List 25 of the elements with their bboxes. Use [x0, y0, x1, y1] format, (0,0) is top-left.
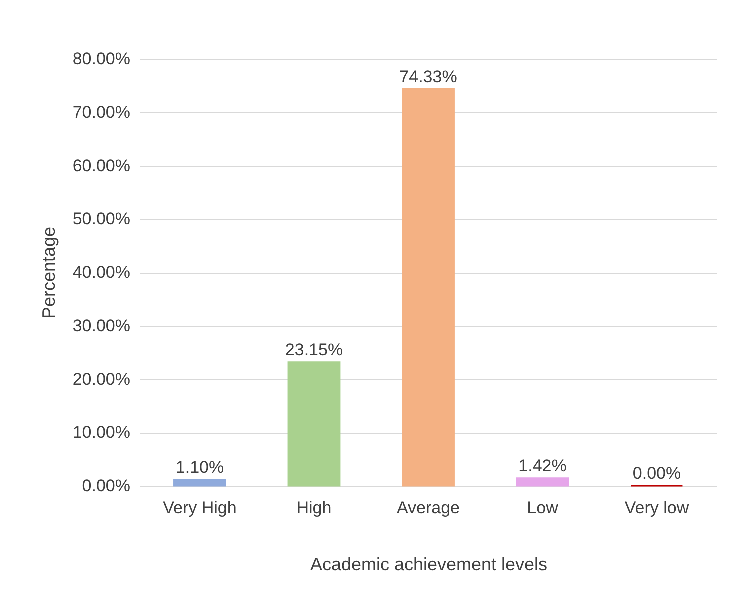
x-tick-label: High [296, 498, 332, 518]
y-axis-title: Percentage [38, 226, 59, 320]
x-tick-label: Low [527, 498, 560, 518]
y-tick-label: 50.00% [72, 210, 130, 229]
y-tick-label: 20.00% [72, 370, 130, 389]
y-tick-label: 0.00% [82, 476, 130, 496]
x-tick-label: Very low [624, 498, 690, 518]
data-label: 1.42% [518, 456, 567, 476]
y-tick-label: 40.00% [72, 263, 130, 282]
y-tick-label: 70.00% [72, 102, 130, 122]
x-tick-label: Average [396, 498, 460, 518]
y-tick-label: 80.00% [72, 50, 130, 68]
bar [402, 88, 455, 487]
y-tick-label: 30.00% [72, 316, 130, 336]
data-label: 1.10% [176, 458, 224, 478]
x-axis-title: Academic achievement levels [310, 554, 548, 574]
bar [516, 478, 570, 487]
y-tick-label: 60.00% [72, 156, 130, 176]
data-label: 74.33% [400, 67, 458, 86]
bar [174, 479, 226, 487]
data-label: 0.00% [632, 464, 682, 483]
data-label: 23.15% [285, 340, 344, 360]
y-tick-label: 10.00% [72, 423, 130, 442]
x-tick-label: Very High [163, 498, 237, 518]
bar [288, 362, 341, 487]
